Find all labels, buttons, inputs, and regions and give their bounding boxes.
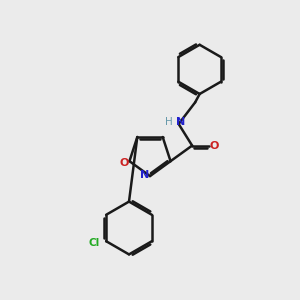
Text: O: O	[209, 141, 219, 151]
Text: H: H	[165, 117, 173, 127]
Text: N: N	[140, 169, 149, 180]
Text: N: N	[176, 117, 185, 127]
Text: Cl: Cl	[88, 238, 100, 248]
Text: O: O	[119, 158, 129, 168]
